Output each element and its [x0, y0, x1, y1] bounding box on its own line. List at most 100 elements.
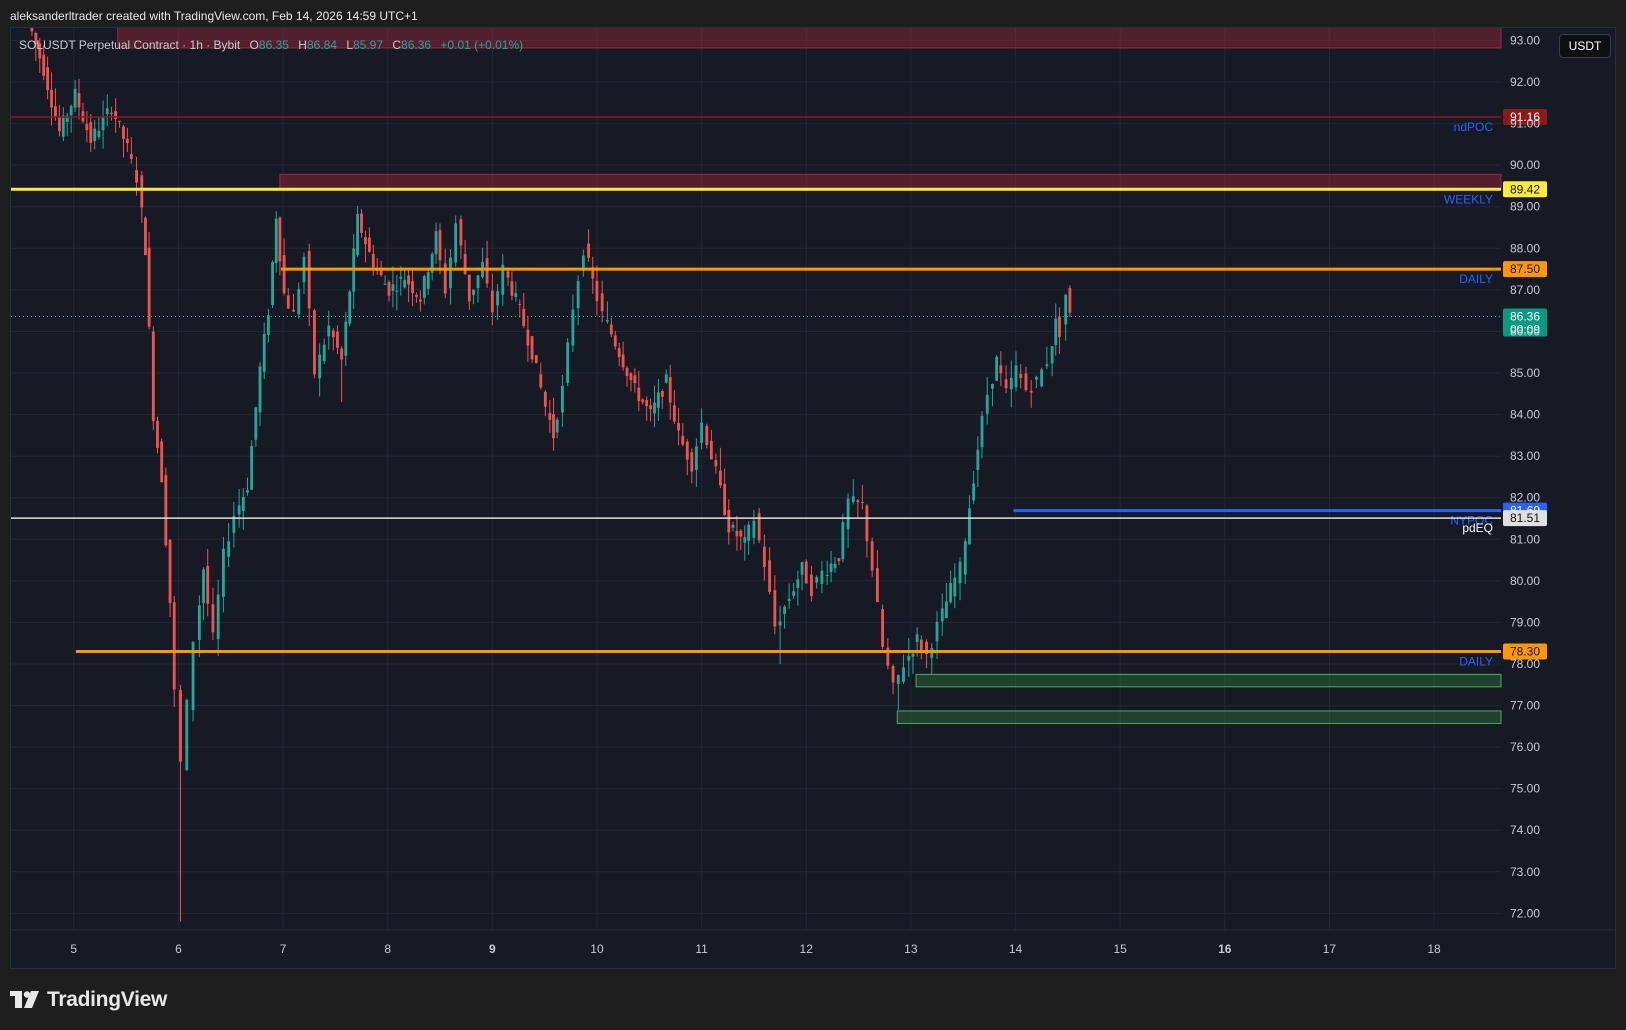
y-tick-label: 75.00: [1510, 782, 1540, 796]
candle-body: [677, 422, 680, 431]
candle-body: [621, 354, 625, 368]
candle-body: [856, 500, 860, 503]
bearish-zone: [117, 28, 1502, 49]
candle-body: [530, 336, 534, 360]
candle-body: [543, 391, 547, 407]
level-price-badge: [1503, 181, 1547, 198]
candle-body: [422, 276, 426, 298]
candle-body: [860, 502, 864, 504]
candle-body: [297, 288, 301, 315]
countdown-text: 00:09: [1510, 322, 1540, 336]
candle-body: [778, 621, 782, 626]
candle-body: [829, 563, 833, 573]
candle-body: [925, 641, 928, 655]
candle-body: [815, 577, 819, 583]
x-tick-label: 14: [1009, 942, 1023, 956]
candle-body: [356, 213, 360, 256]
low-key: L: [346, 38, 353, 52]
y-tick-label: 83.00: [1510, 449, 1540, 463]
candle-body: [391, 284, 395, 291]
candle-body: [1050, 346, 1054, 364]
candle-body: [125, 138, 129, 144]
candle-body: [953, 577, 957, 597]
candle-body: [237, 505, 241, 515]
candle-body: [534, 355, 538, 363]
candle-body: [232, 515, 236, 533]
candle-body: [185, 699, 189, 770]
candle-body: [526, 329, 530, 346]
candle-body: [344, 321, 348, 356]
candle-body: [851, 496, 855, 503]
candle-body: [911, 653, 915, 657]
candle-body: [690, 452, 694, 472]
candle-body: [262, 333, 266, 372]
candle-body: [820, 570, 824, 584]
candle-body: [522, 308, 526, 327]
candle-body: [1058, 316, 1061, 338]
high-key: H: [298, 38, 307, 52]
y-tick-label: 88.00: [1510, 241, 1540, 255]
price-chart[interactable]: 91.16ndPOC89.42WEEKLY87.50DAILY81.69NYPO…: [11, 28, 1616, 969]
y-tick-label: 86.00: [1510, 324, 1540, 338]
y-tick-label: 93.00: [1510, 33, 1540, 47]
candle-body: [581, 255, 585, 271]
candle-body: [286, 295, 290, 309]
level-label: NYPOC: [1450, 514, 1493, 528]
candle-body: [1004, 379, 1008, 389]
candle-body: [739, 530, 743, 537]
candle-body: [552, 414, 555, 439]
currency-selector[interactable]: USDT: [1559, 34, 1611, 58]
last-price-badge: [1503, 308, 1547, 337]
candle-body: [700, 422, 704, 443]
candle-body: [340, 348, 344, 360]
candle-body: [657, 392, 660, 408]
candle-body: [645, 400, 649, 407]
candle-body: [999, 365, 1003, 374]
candle-body: [73, 88, 77, 108]
candle-body: [833, 563, 837, 569]
candle-body: [202, 569, 205, 604]
candle-body: [241, 496, 245, 512]
candle-body: [403, 280, 407, 288]
candle-body: [991, 383, 994, 389]
candle-body: [846, 498, 850, 530]
candle-body: [110, 112, 113, 114]
candle-body: [191, 641, 195, 711]
candle-body: [985, 394, 989, 414]
candle-body: [38, 43, 42, 59]
candle-body: [747, 524, 751, 541]
candle-body: [625, 367, 629, 376]
candle-body: [518, 304, 522, 306]
candle-body: [467, 274, 471, 302]
candle-body: [89, 122, 93, 143]
chart-pane[interactable]: 91.16ndPOC89.42WEEKLY87.50DAILY81.69NYPO…: [10, 27, 1616, 969]
candle-body: [336, 331, 339, 348]
x-tick-label: 5: [70, 942, 77, 956]
y-tick-label: 78.00: [1510, 657, 1540, 671]
x-tick-label: 6: [175, 942, 182, 956]
candle-body: [902, 667, 905, 682]
y-tick-label: 79.00: [1510, 615, 1540, 629]
y-tick-label: 74.00: [1510, 823, 1540, 837]
low-value: 85.97: [353, 38, 384, 52]
bullish-zone: [896, 710, 1502, 724]
candle-body: [1024, 373, 1028, 391]
footer-logo[interactable]: TradingView: [10, 987, 167, 1013]
candle-body: [881, 609, 885, 647]
candle-body: [649, 405, 652, 410]
candle-body: [595, 280, 599, 302]
candle-body: [216, 594, 220, 640]
candle-body: [227, 541, 231, 557]
axes: 93.00 92.00 91.00 90.00 89.00 88.00 87.00 86.00…: [11, 33, 1615, 956]
candle-body: [379, 269, 383, 276]
bearish-zone: [279, 173, 1502, 190]
y-tick-label: 73.00: [1510, 865, 1540, 879]
candle-body: [147, 247, 151, 327]
candlestick-series: [30, 28, 1072, 922]
candle-body: [278, 217, 282, 262]
key-levels: 91.16ndPOC89.42WEEKLY87.50DAILY81.69NYPO…: [11, 108, 1547, 669]
candle-body: [266, 315, 270, 335]
x-tick-label: 8: [384, 942, 391, 956]
candle-body: [122, 126, 125, 140]
candle-body: [34, 32, 38, 45]
